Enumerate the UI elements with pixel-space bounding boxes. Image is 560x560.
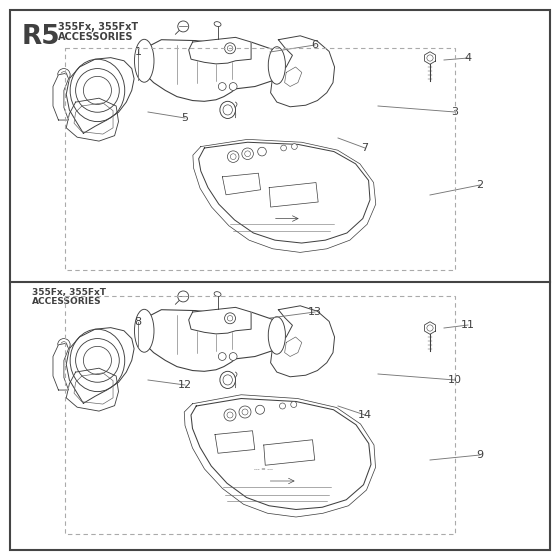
Circle shape — [242, 148, 253, 160]
Ellipse shape — [268, 46, 286, 84]
Polygon shape — [66, 58, 134, 133]
Circle shape — [227, 151, 239, 162]
Text: ACCESSORIES: ACCESSORIES — [32, 297, 101, 306]
Circle shape — [239, 406, 251, 418]
Text: 11: 11 — [461, 320, 475, 330]
Polygon shape — [199, 142, 370, 243]
Text: 13: 13 — [308, 307, 322, 317]
Circle shape — [218, 353, 226, 361]
Text: 8: 8 — [134, 317, 142, 327]
Circle shape — [58, 68, 70, 81]
Polygon shape — [215, 431, 255, 453]
Text: R5: R5 — [22, 24, 60, 50]
Text: 9: 9 — [477, 450, 484, 460]
Circle shape — [218, 83, 226, 90]
Ellipse shape — [134, 309, 154, 352]
Ellipse shape — [220, 101, 236, 119]
Text: 355Fx, 355FxT: 355Fx, 355FxT — [32, 288, 106, 297]
Polygon shape — [66, 328, 134, 403]
Ellipse shape — [220, 371, 236, 389]
Polygon shape — [53, 73, 68, 120]
Circle shape — [255, 405, 264, 414]
Text: 355Fx, 355FxT: 355Fx, 355FxT — [58, 22, 138, 32]
Circle shape — [291, 402, 297, 408]
Text: 5: 5 — [181, 113, 189, 123]
Circle shape — [178, 21, 189, 32]
Polygon shape — [139, 40, 282, 101]
Circle shape — [224, 409, 236, 421]
Polygon shape — [270, 36, 334, 107]
Polygon shape — [53, 343, 68, 390]
Text: 14: 14 — [358, 410, 372, 420]
Circle shape — [229, 353, 237, 361]
Ellipse shape — [214, 22, 221, 26]
Circle shape — [178, 291, 189, 302]
Bar — [65, 48, 455, 270]
Polygon shape — [269, 183, 318, 207]
Text: 1: 1 — [134, 47, 142, 57]
Polygon shape — [66, 368, 119, 411]
Text: 3: 3 — [451, 107, 459, 117]
Polygon shape — [189, 38, 251, 64]
Text: 7: 7 — [361, 143, 368, 153]
Polygon shape — [424, 52, 436, 64]
Circle shape — [225, 313, 236, 324]
Circle shape — [58, 339, 70, 351]
Polygon shape — [139, 310, 282, 371]
Text: --- = ---: --- = --- — [254, 467, 273, 472]
Text: 10: 10 — [448, 375, 462, 385]
Text: 6: 6 — [311, 40, 319, 50]
Polygon shape — [222, 173, 260, 195]
Bar — [65, 296, 455, 534]
Text: ACCESSORIES: ACCESSORIES — [58, 32, 133, 42]
Polygon shape — [264, 440, 315, 465]
Circle shape — [281, 145, 287, 151]
Ellipse shape — [214, 292, 221, 297]
Polygon shape — [424, 322, 436, 334]
Circle shape — [292, 144, 297, 150]
Text: 2: 2 — [477, 180, 484, 190]
Circle shape — [229, 83, 237, 90]
Polygon shape — [270, 306, 334, 377]
Text: 4: 4 — [464, 53, 472, 63]
Circle shape — [225, 43, 236, 54]
Ellipse shape — [268, 317, 286, 354]
Circle shape — [258, 147, 267, 156]
Polygon shape — [66, 98, 119, 141]
Circle shape — [279, 403, 286, 409]
Polygon shape — [189, 307, 251, 334]
Ellipse shape — [134, 39, 154, 82]
Polygon shape — [191, 399, 371, 510]
Text: 12: 12 — [178, 380, 192, 390]
